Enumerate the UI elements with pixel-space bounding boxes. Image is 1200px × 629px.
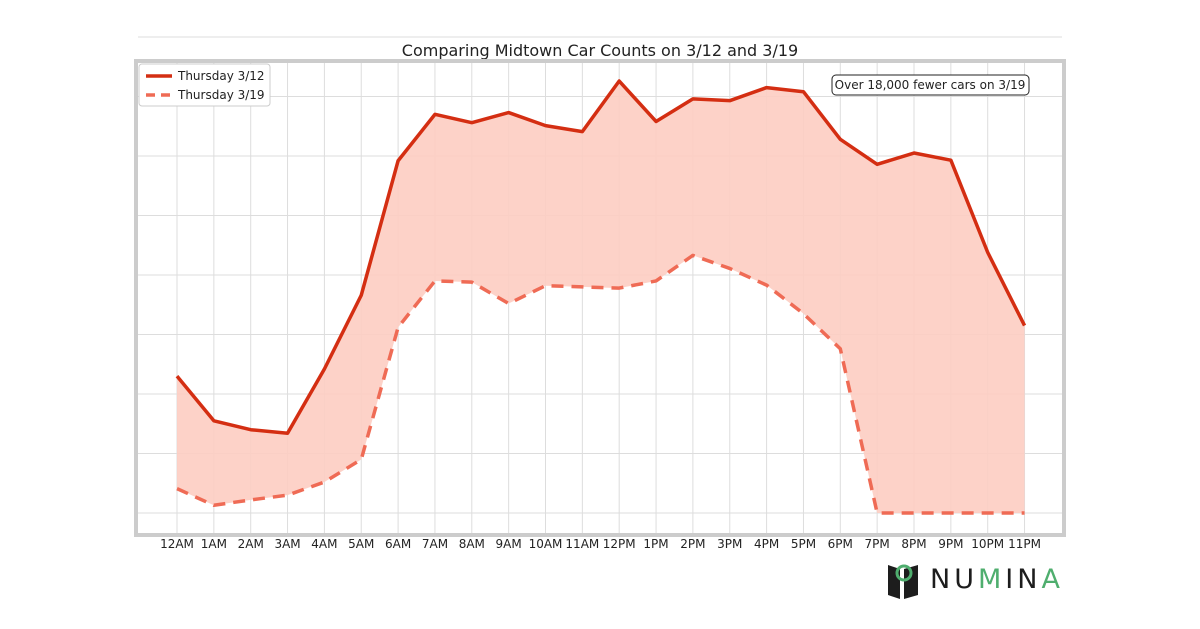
- x-tick-label: 6PM: [828, 537, 853, 551]
- difference-area: [177, 81, 1025, 513]
- point-thursday-3-19: [912, 511, 916, 515]
- brand-name: NUMINA: [930, 564, 1064, 595]
- point-thursday-3-12: [838, 137, 842, 141]
- point-thursday-3-19: [838, 347, 842, 351]
- point-thursday-3-12: [322, 367, 326, 371]
- point-thursday-3-12: [875, 162, 879, 166]
- annotation: Over 18,000 fewer cars on 3/19: [831, 74, 1030, 96]
- x-tick-label: 7PM: [865, 537, 890, 551]
- point-thursday-3-19: [507, 302, 511, 306]
- point-thursday-3-12: [286, 431, 290, 435]
- x-tick-labels: 12AM 1AM 2AM 3AM 4AM 5AM 6AM 7AM 8AM 9AM 10AM 11AM 1…: [160, 537, 1041, 551]
- x-tick-label: 9AM: [496, 537, 522, 551]
- point-thursday-3-19: [765, 283, 769, 287]
- brand-name-part: M: [977, 563, 1006, 595]
- point-thursday-3-12: [617, 79, 621, 83]
- brand-name-part: N: [930, 563, 955, 595]
- x-tick-label: 3PM: [717, 537, 742, 551]
- x-tick-label: 7AM: [422, 537, 448, 551]
- legend-label-thursday-3-19: Thursday 3/19: [177, 88, 265, 102]
- x-tick-label: 5AM: [348, 537, 374, 551]
- chart-title: Comparing Midtown Car Counts on 3/12 and…: [402, 41, 798, 60]
- series-line-thursday-3-19: [176, 253, 1025, 515]
- x-tick-label: 5PM: [791, 537, 816, 551]
- point-thursday-3-12: [580, 130, 584, 134]
- point-thursday-3-12: [175, 374, 179, 378]
- series-lines: [175, 79, 1027, 515]
- point-thursday-3-12: [212, 419, 216, 423]
- legend-label-thursday-3-12: Thursday 3/12: [177, 69, 265, 83]
- numina-logo-icon: [888, 564, 918, 599]
- x-tick-label: 8PM: [901, 537, 926, 551]
- point-thursday-3-19: [986, 511, 990, 515]
- difference-fill: [177, 81, 1025, 513]
- x-tick-label: 9PM: [938, 537, 963, 551]
- x-tick-label: 3AM: [274, 537, 300, 551]
- point-thursday-3-12: [396, 159, 400, 163]
- x-tick-label: 6AM: [385, 537, 411, 551]
- x-tick-label: 12AM: [160, 537, 194, 551]
- x-tick-label: 8AM: [459, 537, 485, 551]
- point-thursday-3-12: [654, 119, 658, 123]
- point-thursday-3-19: [580, 285, 584, 289]
- point-thursday-3-19: [470, 280, 474, 284]
- point-thursday-3-19: [322, 480, 326, 484]
- series-line-thursday-3-12: [175, 79, 1027, 436]
- annotation-text: Over 18,000 fewer cars on 3/19: [835, 78, 1026, 92]
- point-thursday-3-19: [396, 325, 400, 329]
- point-thursday-3-19: [691, 253, 695, 257]
- point-thursday-3-12: [544, 124, 548, 128]
- plot-frame: [134, 59, 1066, 537]
- point-thursday-3-12: [912, 151, 916, 155]
- point-thursday-3-19: [249, 498, 253, 502]
- point-thursday-3-19: [875, 511, 879, 515]
- point-thursday-3-19: [617, 286, 621, 290]
- x-tick-label: 11PM: [1008, 537, 1041, 551]
- x-tick-label: 12PM: [603, 537, 636, 551]
- point-thursday-3-12: [470, 121, 474, 125]
- x-tick-label: 10PM: [971, 537, 1004, 551]
- point-thursday-3-12: [801, 90, 805, 94]
- point-thursday-3-19: [286, 493, 290, 497]
- point-thursday-3-19: [544, 284, 548, 288]
- point-thursday-3-12: [249, 428, 253, 432]
- x-tick-label: 1PM: [643, 537, 668, 551]
- point-thursday-3-12: [1023, 324, 1027, 328]
- legend: Thursday 3/12 Thursday 3/19: [138, 63, 271, 107]
- brand-logo: NUMINA: [888, 558, 1064, 600]
- x-tick-label: 4PM: [754, 537, 779, 551]
- point-thursday-3-19: [359, 457, 363, 461]
- point-thursday-3-12: [765, 86, 769, 90]
- point-thursday-3-19: [728, 266, 732, 270]
- brand-name-part: I: [1005, 563, 1018, 595]
- x-tick-label: 1AM: [201, 537, 227, 551]
- point-thursday-3-19: [654, 279, 658, 283]
- point-thursday-3-12: [986, 250, 990, 254]
- point-thursday-3-12: [359, 293, 363, 297]
- x-tick-label: 2PM: [680, 537, 705, 551]
- brand-name-part: A: [1041, 563, 1064, 595]
- point-thursday-3-12: [691, 97, 695, 101]
- brand-name-part: N: [1017, 563, 1042, 595]
- annotation-box: [831, 74, 1030, 96]
- point-thursday-3-19: [949, 511, 953, 515]
- point-thursday-3-19: [175, 487, 179, 491]
- point-thursday-3-12: [507, 111, 511, 115]
- point-thursday-3-12: [949, 158, 953, 162]
- x-tick-label: 2AM: [238, 537, 264, 551]
- point-thursday-3-19: [1023, 511, 1027, 515]
- point-thursday-3-19: [212, 503, 216, 507]
- point-thursday-3-12: [728, 99, 732, 103]
- point-thursday-3-19: [433, 279, 437, 283]
- x-tick-label: 11AM: [565, 537, 599, 551]
- brand-name-part: U: [954, 563, 978, 595]
- x-tick-label: 10AM: [529, 537, 563, 551]
- x-tick-label: 4AM: [311, 537, 337, 551]
- point-thursday-3-12: [433, 112, 437, 116]
- point-thursday-3-19: [801, 312, 805, 316]
